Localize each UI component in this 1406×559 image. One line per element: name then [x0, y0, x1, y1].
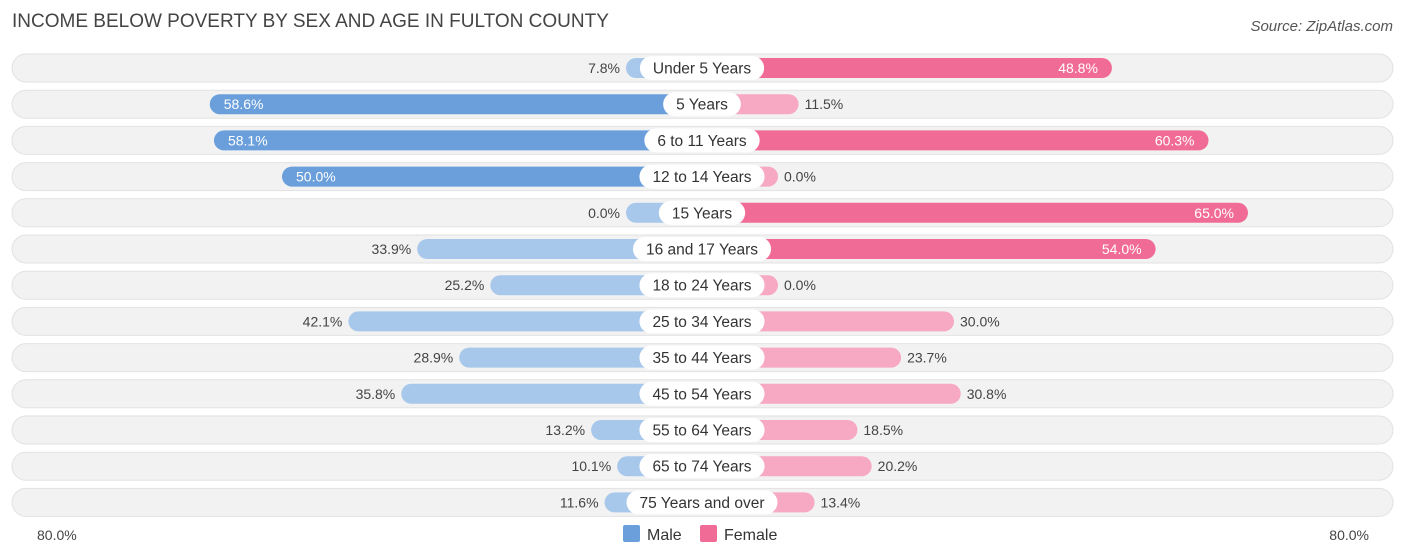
bar-female: [702, 311, 954, 332]
value-label-male: 42.1%: [303, 313, 343, 329]
legend-male-label: Male: [647, 527, 682, 544]
value-label-male: 25.2%: [445, 277, 485, 293]
value-label-male: 10.1%: [571, 458, 611, 474]
category-label-pill: [663, 92, 741, 117]
value-label-male: 11.6%: [560, 494, 599, 510]
chart-row: 42.1% 30.0% 25 to 34 Years: [11, 306, 1394, 336]
chart-row: 35.8% 30.8% 45 to 54 Years: [11, 379, 1394, 409]
category-label: 65 to 74 Years: [652, 459, 751, 476]
bar-male: [282, 166, 702, 187]
category-label-pill: [658, 200, 746, 225]
bar-male: [213, 130, 702, 151]
chart-source: Source: ZipAtlas.com: [1250, 18, 1393, 35]
category-label-pill: [639, 309, 765, 334]
chart-row: 33.9% 54.0% 16 and 17 Years: [11, 234, 1394, 264]
value-label-female: 0.0%: [784, 169, 816, 185]
chart-row: 28.9% 23.7% 35 to 44 Years: [11, 343, 1394, 373]
category-label-pill: [632, 237, 772, 261]
category-label-pill: [639, 418, 765, 442]
category-label-pill: [639, 56, 765, 80]
legend-male-swatch: [623, 525, 640, 542]
category-label: 18 to 24 Years: [652, 278, 751, 295]
value-label-female: 11.5%: [805, 96, 844, 112]
value-label-female: 65.0%: [1194, 205, 1234, 221]
legend: Male Female: [623, 525, 777, 544]
chart-row: 58.1% 60.3% 6 to 11 Years: [11, 125, 1394, 155]
bar-female: [702, 239, 1156, 259]
value-label-male: 13.2%: [545, 422, 585, 438]
category-label-pill: [639, 273, 765, 298]
category-label-pill: [626, 490, 778, 515]
category-label: 6 to 11 Years: [657, 133, 747, 150]
bar-male: [348, 311, 702, 332]
category-label: 12 to 14 Years: [652, 169, 751, 186]
category-label-pill: [639, 345, 765, 370]
value-label-male: 0.0%: [588, 205, 620, 221]
value-label-male: 35.8%: [356, 386, 396, 402]
value-label-female: 23.7%: [907, 350, 947, 366]
value-label-female: 60.3%: [1155, 132, 1195, 148]
value-label-female: 0.0%: [784, 277, 816, 293]
chart-row: 13.2% 18.5% 55 to 64 Years: [11, 415, 1394, 445]
value-label-male: 28.9%: [414, 350, 454, 366]
bar-female: [702, 383, 961, 404]
category-label: 16 and 17 Years: [646, 242, 758, 259]
bar-male: [209, 94, 702, 115]
bar-male: [417, 239, 702, 259]
bar-female: [702, 130, 1209, 151]
chart-row: 25.2% 0.0% 18 to 24 Years: [11, 270, 1394, 300]
value-label-female: 18.5%: [863, 422, 903, 438]
value-label-female: 20.2%: [878, 458, 918, 474]
category-label: 15 Years: [672, 205, 733, 222]
category-label-pill: [639, 381, 765, 406]
category-label-pill: [639, 164, 765, 189]
category-label: 75 Years and over: [640, 495, 765, 512]
value-label-female: 48.8%: [1058, 60, 1098, 76]
category-label: 45 to 54 Years: [652, 386, 751, 403]
chart-row: 7.8% 48.8% Under 5 Years: [11, 53, 1394, 83]
chart-row: 58.6% 11.5% 5 Years: [11, 89, 1394, 119]
chart-row: 0.0% 65.0% 15 Years: [11, 198, 1394, 228]
category-label: 25 to 34 Years: [652, 314, 751, 331]
bar-female: [702, 202, 1248, 223]
value-label-female: 30.0%: [960, 313, 1000, 329]
bar-male: [401, 383, 702, 404]
value-label-male: 58.6%: [224, 96, 264, 112]
axis-right-label: 80.0%: [1329, 527, 1369, 543]
category-label: 55 to 64 Years: [652, 423, 751, 440]
chart-title: INCOME BELOW POVERTY BY SEX AND AGE IN F…: [12, 11, 609, 32]
value-label-male: 7.8%: [588, 60, 620, 76]
chart-row: 50.0% 0.0% 12 to 14 Years: [11, 162, 1394, 192]
chart-row: 10.1% 20.2% 65 to 74 Years: [11, 451, 1394, 481]
category-label-pill: [644, 128, 760, 153]
axis-left-label: 80.0%: [37, 527, 77, 543]
value-label-male: 50.0%: [296, 169, 336, 185]
legend-female-swatch: [700, 525, 717, 542]
category-label: 5 Years: [676, 97, 728, 114]
category-label-pill: [639, 454, 765, 479]
category-label: Under 5 Years: [653, 61, 751, 78]
bar-female: [702, 58, 1112, 78]
value-label-male: 58.1%: [228, 132, 268, 148]
value-label-female: 13.4%: [821, 494, 861, 510]
value-label-male: 33.9%: [372, 241, 412, 257]
chart-row: 11.6% 13.4% 75 Years and over: [11, 487, 1394, 517]
legend-female-label: Female: [724, 527, 777, 544]
category-label: 35 to 44 Years: [652, 350, 751, 367]
value-label-female: 54.0%: [1102, 241, 1142, 257]
value-label-female: 30.8%: [967, 386, 1007, 402]
